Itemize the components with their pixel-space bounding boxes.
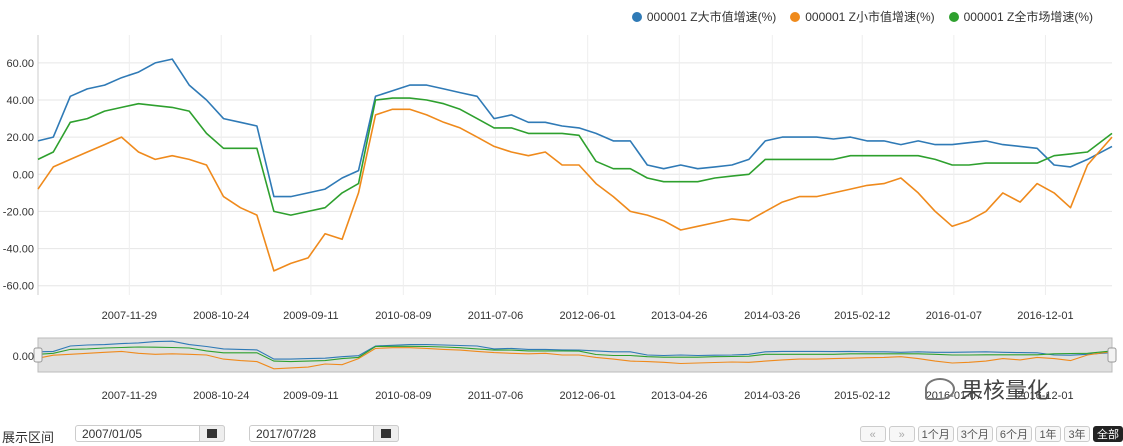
navigator-x-tick-label: 2007-11-29 <box>102 390 157 402</box>
navigator-series-line-2 <box>37 345 1113 363</box>
range-controls: 展示区间 2007/01/05 2017/07/28 « » 1个月 3个月 6… <box>0 422 1123 445</box>
legend-item-large-cap[interactable]: 000001 Z大市值增速(%) <box>631 8 777 25</box>
end-date-calendar-button[interactable] <box>373 425 399 442</box>
x-tick-label: 2011-07-06 <box>468 310 523 322</box>
legend-item-small-cap[interactable]: 000001 Z小市值增速(%) <box>790 8 935 25</box>
start-date-calendar-button[interactable] <box>199 425 225 442</box>
y-tick-label: -40.00 <box>3 244 34 256</box>
y-tick-label: 20.00 <box>6 132 34 144</box>
legend-marker-small-cap <box>790 11 801 22</box>
navigator-series-line-0 <box>37 340 1113 360</box>
x-tick-label: 2016-12-01 <box>1017 310 1073 322</box>
x-tick-label: 2009-09-11 <box>283 310 338 322</box>
calendar-icon <box>381 429 391 438</box>
wechat-icon <box>925 378 955 400</box>
legend: 000001 Z大市值增速(%) 000001 Z小市值增速(%) 000001… <box>631 8 1093 25</box>
navigator-x-tick-label: 2015-02-12 <box>834 390 890 402</box>
x-tick-label: 2012-06-01 <box>560 310 616 322</box>
x-tick-label: 2016-01-07 <box>926 310 982 322</box>
legend-marker-full-market <box>948 11 959 22</box>
navigator-x-tick-label: 2012-06-01 <box>560 390 616 402</box>
navigator-x-tick-label: 2013-04-26 <box>651 390 707 402</box>
calendar-icon <box>207 429 217 438</box>
legend-item-full-market[interactable]: 000001 Z全市场增速(%) <box>948 8 1093 25</box>
y-tick-label: -60.00 <box>3 281 34 293</box>
range-button-3m[interactable]: 3个月 <box>956 426 993 442</box>
x-tick-label: 2007-11-29 <box>102 310 157 322</box>
legend-label-large-cap: 000001 Z大市值增速(%) <box>646 10 777 24</box>
navigator-x-tick-label: 2011-07-06 <box>468 390 523 402</box>
range-label: 展示区间 <box>2 430 55 445</box>
x-tick-label: 2013-04-26 <box>651 310 707 322</box>
y-tick-label: 60.00 <box>6 58 34 70</box>
range-button-1y[interactable]: 1年 <box>1035 426 1061 442</box>
legend-label-small-cap: 000001 Z小市值增速(%) <box>805 10 935 24</box>
navigator-left-handle <box>33 347 43 363</box>
legend-label-full-market: 000001 Z全市场增速(%) <box>963 10 1093 24</box>
series-line-1 <box>37 108 1113 272</box>
navigator-right-handle <box>1107 347 1117 363</box>
x-tick-label: 2014-03-26 <box>744 310 800 322</box>
navigator-y-tick-label: 0.00 <box>13 351 34 363</box>
watermark-text: 果核量化 <box>961 378 1050 403</box>
navigator-series-line-1 <box>37 347 1113 370</box>
y-tick-label: -20.00 <box>3 206 34 218</box>
navigator-x-tick-label: 2010-08-09 <box>375 390 431 402</box>
x-tick-label: 2010-08-09 <box>375 310 431 322</box>
y-tick-label: 0.00 <box>13 169 34 181</box>
series-line-0 <box>37 58 1113 198</box>
legend-marker-large-cap <box>631 11 642 22</box>
x-tick-label: 2015-02-12 <box>834 310 890 322</box>
navigator-x-tick-label: 2009-09-11 <box>283 390 338 402</box>
series-line-2 <box>37 97 1113 216</box>
navigator-x-tick-label: 2008-10-24 <box>193 390 249 402</box>
first-page-button[interactable]: « <box>859 426 886 442</box>
x-tick-label: 2008-10-24 <box>193 310 249 322</box>
navigator-x-tick-label: 2016-12-01 <box>1017 390 1073 402</box>
watermark: 果核量化 <box>925 373 1049 405</box>
navigator-x-tick-label: 2014-03-26 <box>744 390 800 402</box>
y-tick-label: 40.00 <box>6 95 34 107</box>
chart-svg: 60.00 40.00 20.00 0.00 -20.00 -40.00 -60.00 200… <box>3 35 1117 402</box>
